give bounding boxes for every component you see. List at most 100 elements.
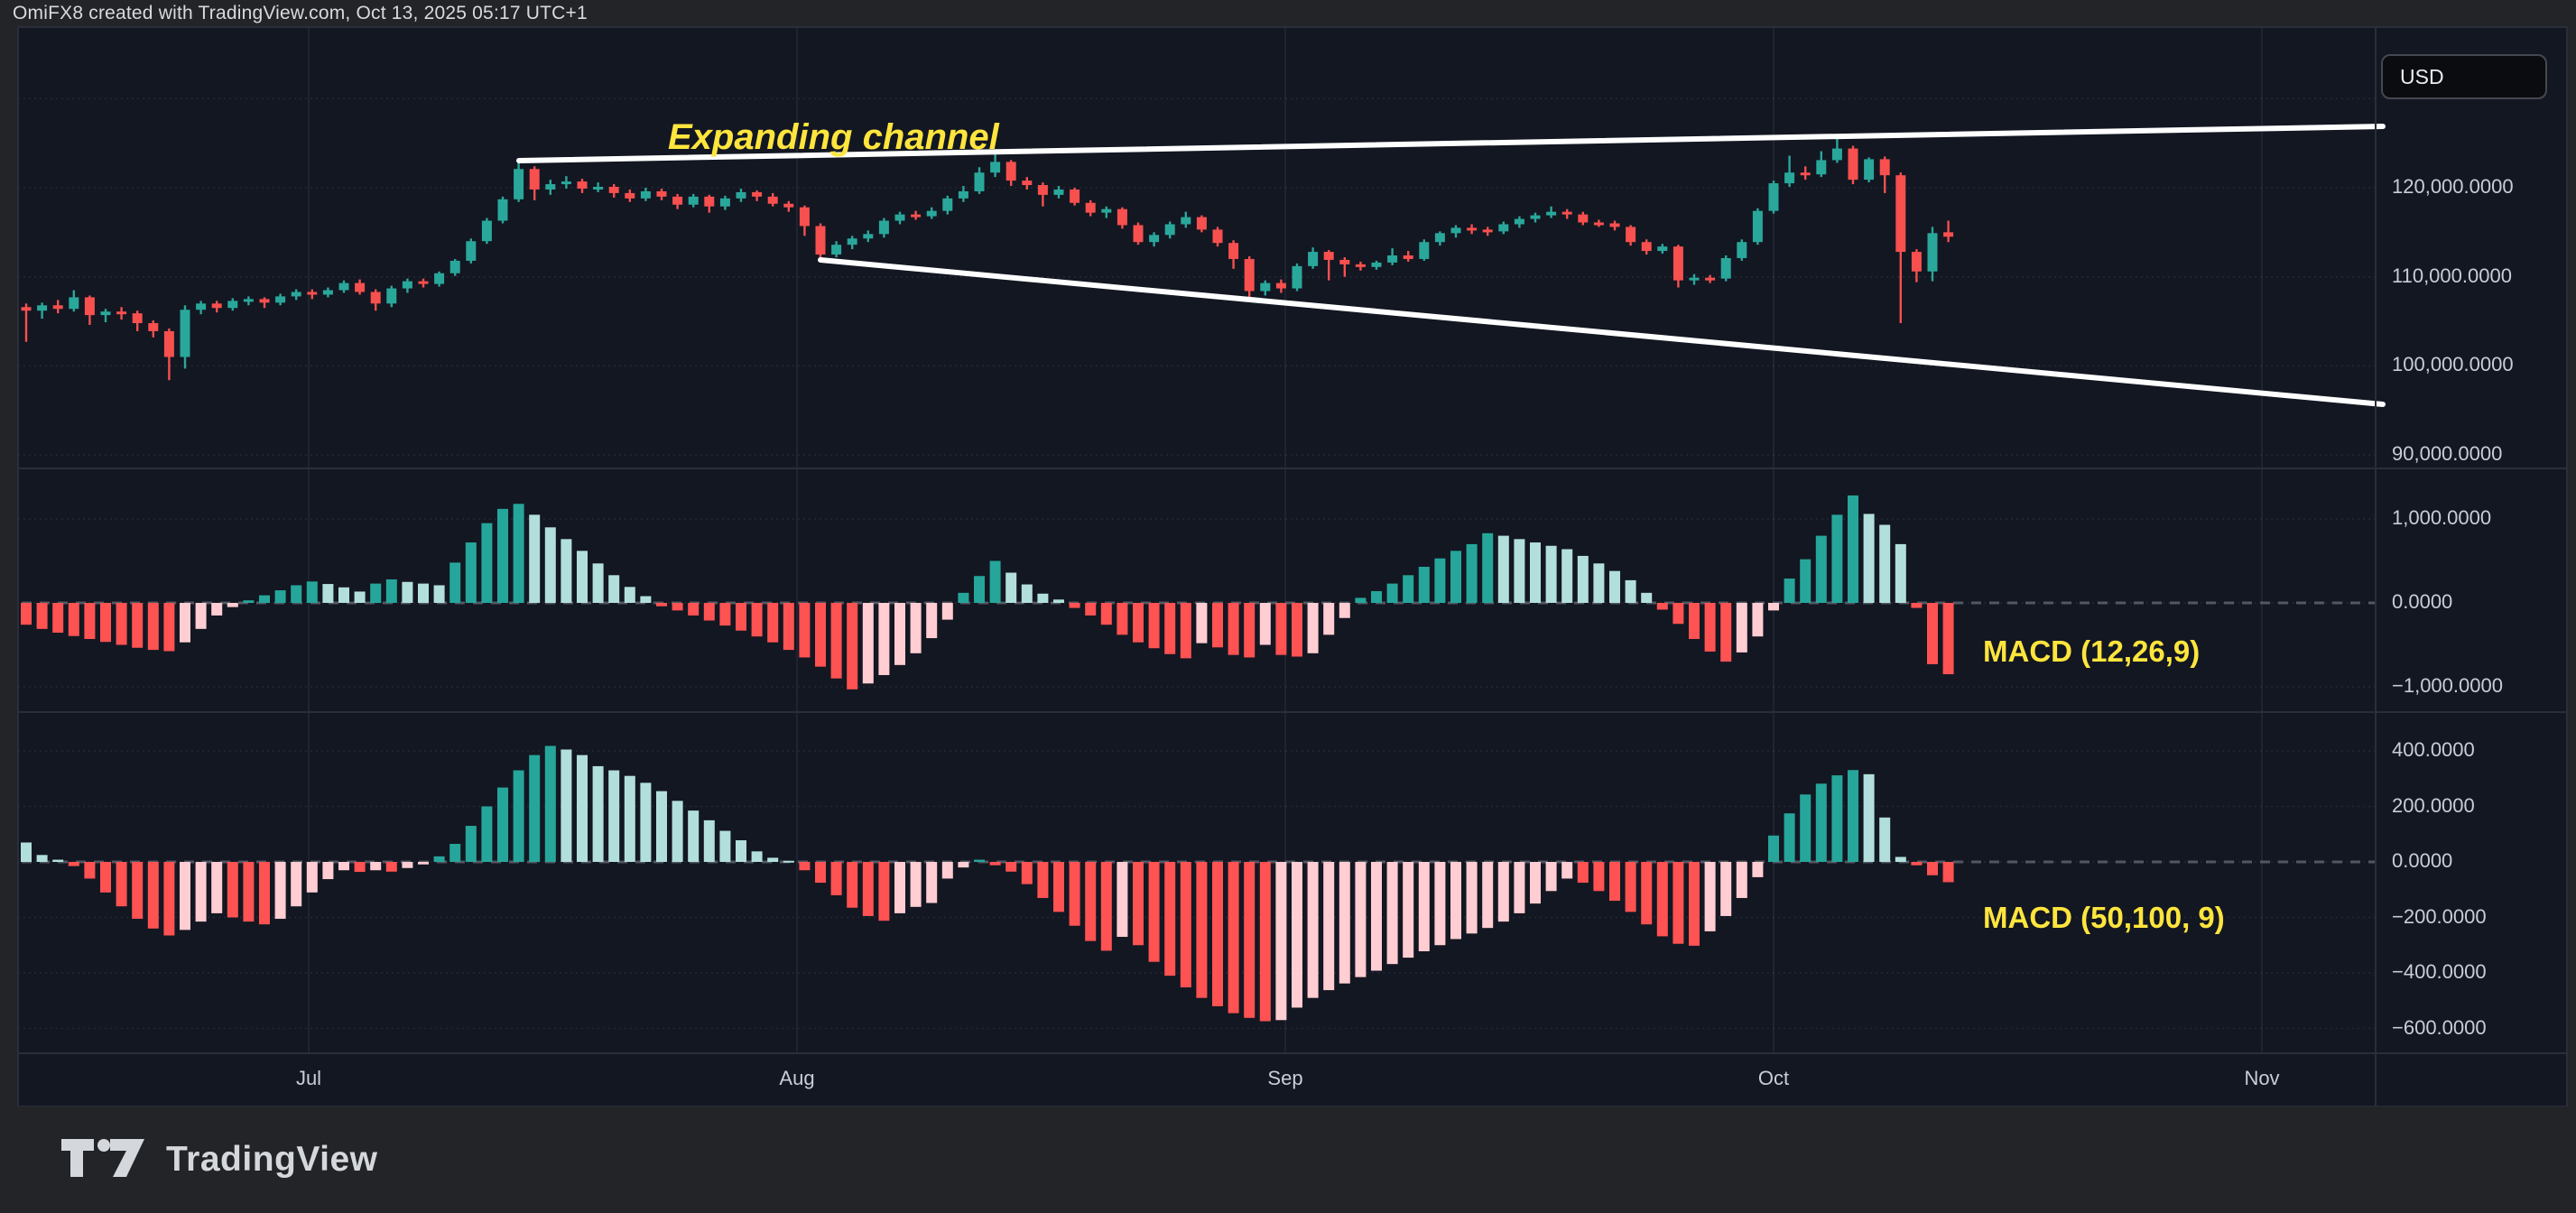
macd-histogram-bar — [147, 603, 159, 651]
macd-histogram-bar — [1259, 862, 1271, 1022]
macd-histogram-bar — [592, 563, 604, 603]
macd-histogram-bar — [180, 862, 190, 931]
macd-histogram-bar — [1879, 524, 1891, 603]
candle-body — [52, 305, 63, 310]
candle-body — [116, 311, 127, 315]
candle-body — [608, 187, 619, 193]
macd-histogram-bar — [1689, 862, 1700, 946]
candle-body — [434, 273, 445, 284]
macd-histogram-bar — [370, 862, 382, 871]
macd-histogram-bar — [195, 862, 207, 922]
macd-histogram-bar — [1466, 862, 1478, 934]
macd-histogram-bar — [1625, 862, 1636, 912]
candle-body — [1943, 232, 1954, 237]
macd-histogram-bar — [243, 862, 255, 922]
candle-body — [1482, 229, 1493, 233]
candle-body — [688, 196, 699, 205]
macd-histogram-bar — [1005, 862, 1017, 872]
macd-histogram-bar — [1418, 862, 1430, 952]
macd-histogram-bar — [1148, 862, 1160, 962]
candle-body — [1911, 252, 1922, 272]
candle-body — [1831, 148, 1842, 161]
macd-histogram-bar — [894, 862, 905, 913]
macd-histogram-bar — [1673, 603, 1684, 625]
candle-body — [1752, 210, 1763, 243]
candle-body — [466, 241, 477, 261]
candle-body — [1228, 243, 1239, 259]
macd-histogram-bar — [1085, 603, 1097, 616]
macd-histogram-bar — [1704, 862, 1716, 931]
annotation-macd-50-100-9: MACD (50,100, 9) — [1983, 901, 2225, 934]
macd-histogram-bar — [703, 819, 715, 862]
macd-histogram-bar — [1053, 862, 1064, 912]
macd-histogram-bar — [862, 603, 874, 684]
time-axis-label-aug: Aug — [779, 1067, 815, 1089]
macd-histogram-bar — [1069, 603, 1080, 608]
macd-histogram-bar — [21, 603, 32, 625]
tradingview-brand[interactable]: TradingView — [61, 1139, 378, 1181]
candle-body — [911, 214, 922, 218]
macd-histogram-bar — [481, 806, 493, 862]
candle-body — [1037, 185, 1048, 195]
macd-histogram-bar — [1212, 862, 1223, 1006]
macd-histogram-bar — [847, 603, 858, 690]
macd-histogram-bar — [878, 862, 890, 921]
macd-histogram-bar — [1292, 603, 1302, 657]
macd-histogram-bar — [1148, 603, 1160, 649]
candle-body — [1800, 172, 1811, 176]
candle-body — [1434, 233, 1445, 243]
macd-histogram-bar — [878, 603, 890, 675]
macd-histogram-bar — [1784, 579, 1795, 603]
macd-histogram-bar — [1244, 603, 1256, 658]
macd-histogram-bar — [433, 585, 445, 603]
candle-body — [783, 203, 794, 208]
macd-histogram-bar — [767, 603, 779, 643]
expanding-channel-upper — [516, 124, 2386, 163]
macd-histogram-bar — [418, 862, 429, 865]
candle-body — [799, 207, 810, 227]
candle-body — [1022, 181, 1033, 186]
candle-body — [1323, 252, 1334, 260]
candle-body — [1879, 159, 1890, 176]
macd-histogram-bar — [1879, 817, 1891, 862]
candle-body — [370, 292, 381, 304]
macd-histogram-bar — [449, 562, 461, 603]
candle-body — [69, 297, 79, 310]
candle-body — [990, 162, 1001, 173]
candle-body — [1371, 262, 1382, 267]
candle-body — [1275, 282, 1286, 289]
macd2-axis-label: −600.0000 — [2392, 1015, 2487, 1039]
macd-histogram-bar — [1323, 862, 1335, 991]
macd-histogram-bar — [1133, 603, 1144, 643]
candle-body — [418, 281, 429, 284]
candle-body — [1133, 225, 1144, 243]
candle-body — [163, 330, 174, 357]
macd-histogram-bar — [1259, 603, 1271, 645]
footer: TradingView — [0, 1107, 2576, 1213]
macd-histogram-bar — [688, 810, 700, 862]
macd-histogram-bar — [799, 862, 811, 871]
macd-histogram-bar — [941, 862, 953, 879]
macd-histogram-bar — [100, 603, 111, 643]
macd-histogram-bar — [1212, 603, 1223, 648]
macd-histogram-bar — [1561, 862, 1573, 879]
candle-body — [1117, 208, 1127, 226]
macd-histogram-bar — [640, 782, 652, 862]
candle-body — [1784, 172, 1795, 184]
currency-toggle-button[interactable]: USD — [2381, 54, 2547, 99]
macd2-axis-label: 0.0000 — [2392, 849, 2453, 872]
macd-histogram-bar — [1609, 862, 1620, 902]
macd-histogram-bar — [767, 857, 779, 862]
macd2-axis-label: 200.0000 — [2392, 793, 2475, 817]
macd-histogram-bar — [291, 862, 302, 907]
macd-histogram-bar — [132, 862, 144, 920]
macd-histogram-bar — [84, 603, 96, 639]
macd-histogram-bar — [1593, 563, 1605, 603]
price-axis-label: 100,000.0000 — [2392, 353, 2514, 376]
candle-body — [307, 292, 318, 295]
candle-body — [1657, 246, 1668, 252]
macd-histogram-bar — [1133, 862, 1144, 946]
macd-histogram-bar — [354, 862, 366, 873]
candle-body — [1864, 159, 1875, 181]
